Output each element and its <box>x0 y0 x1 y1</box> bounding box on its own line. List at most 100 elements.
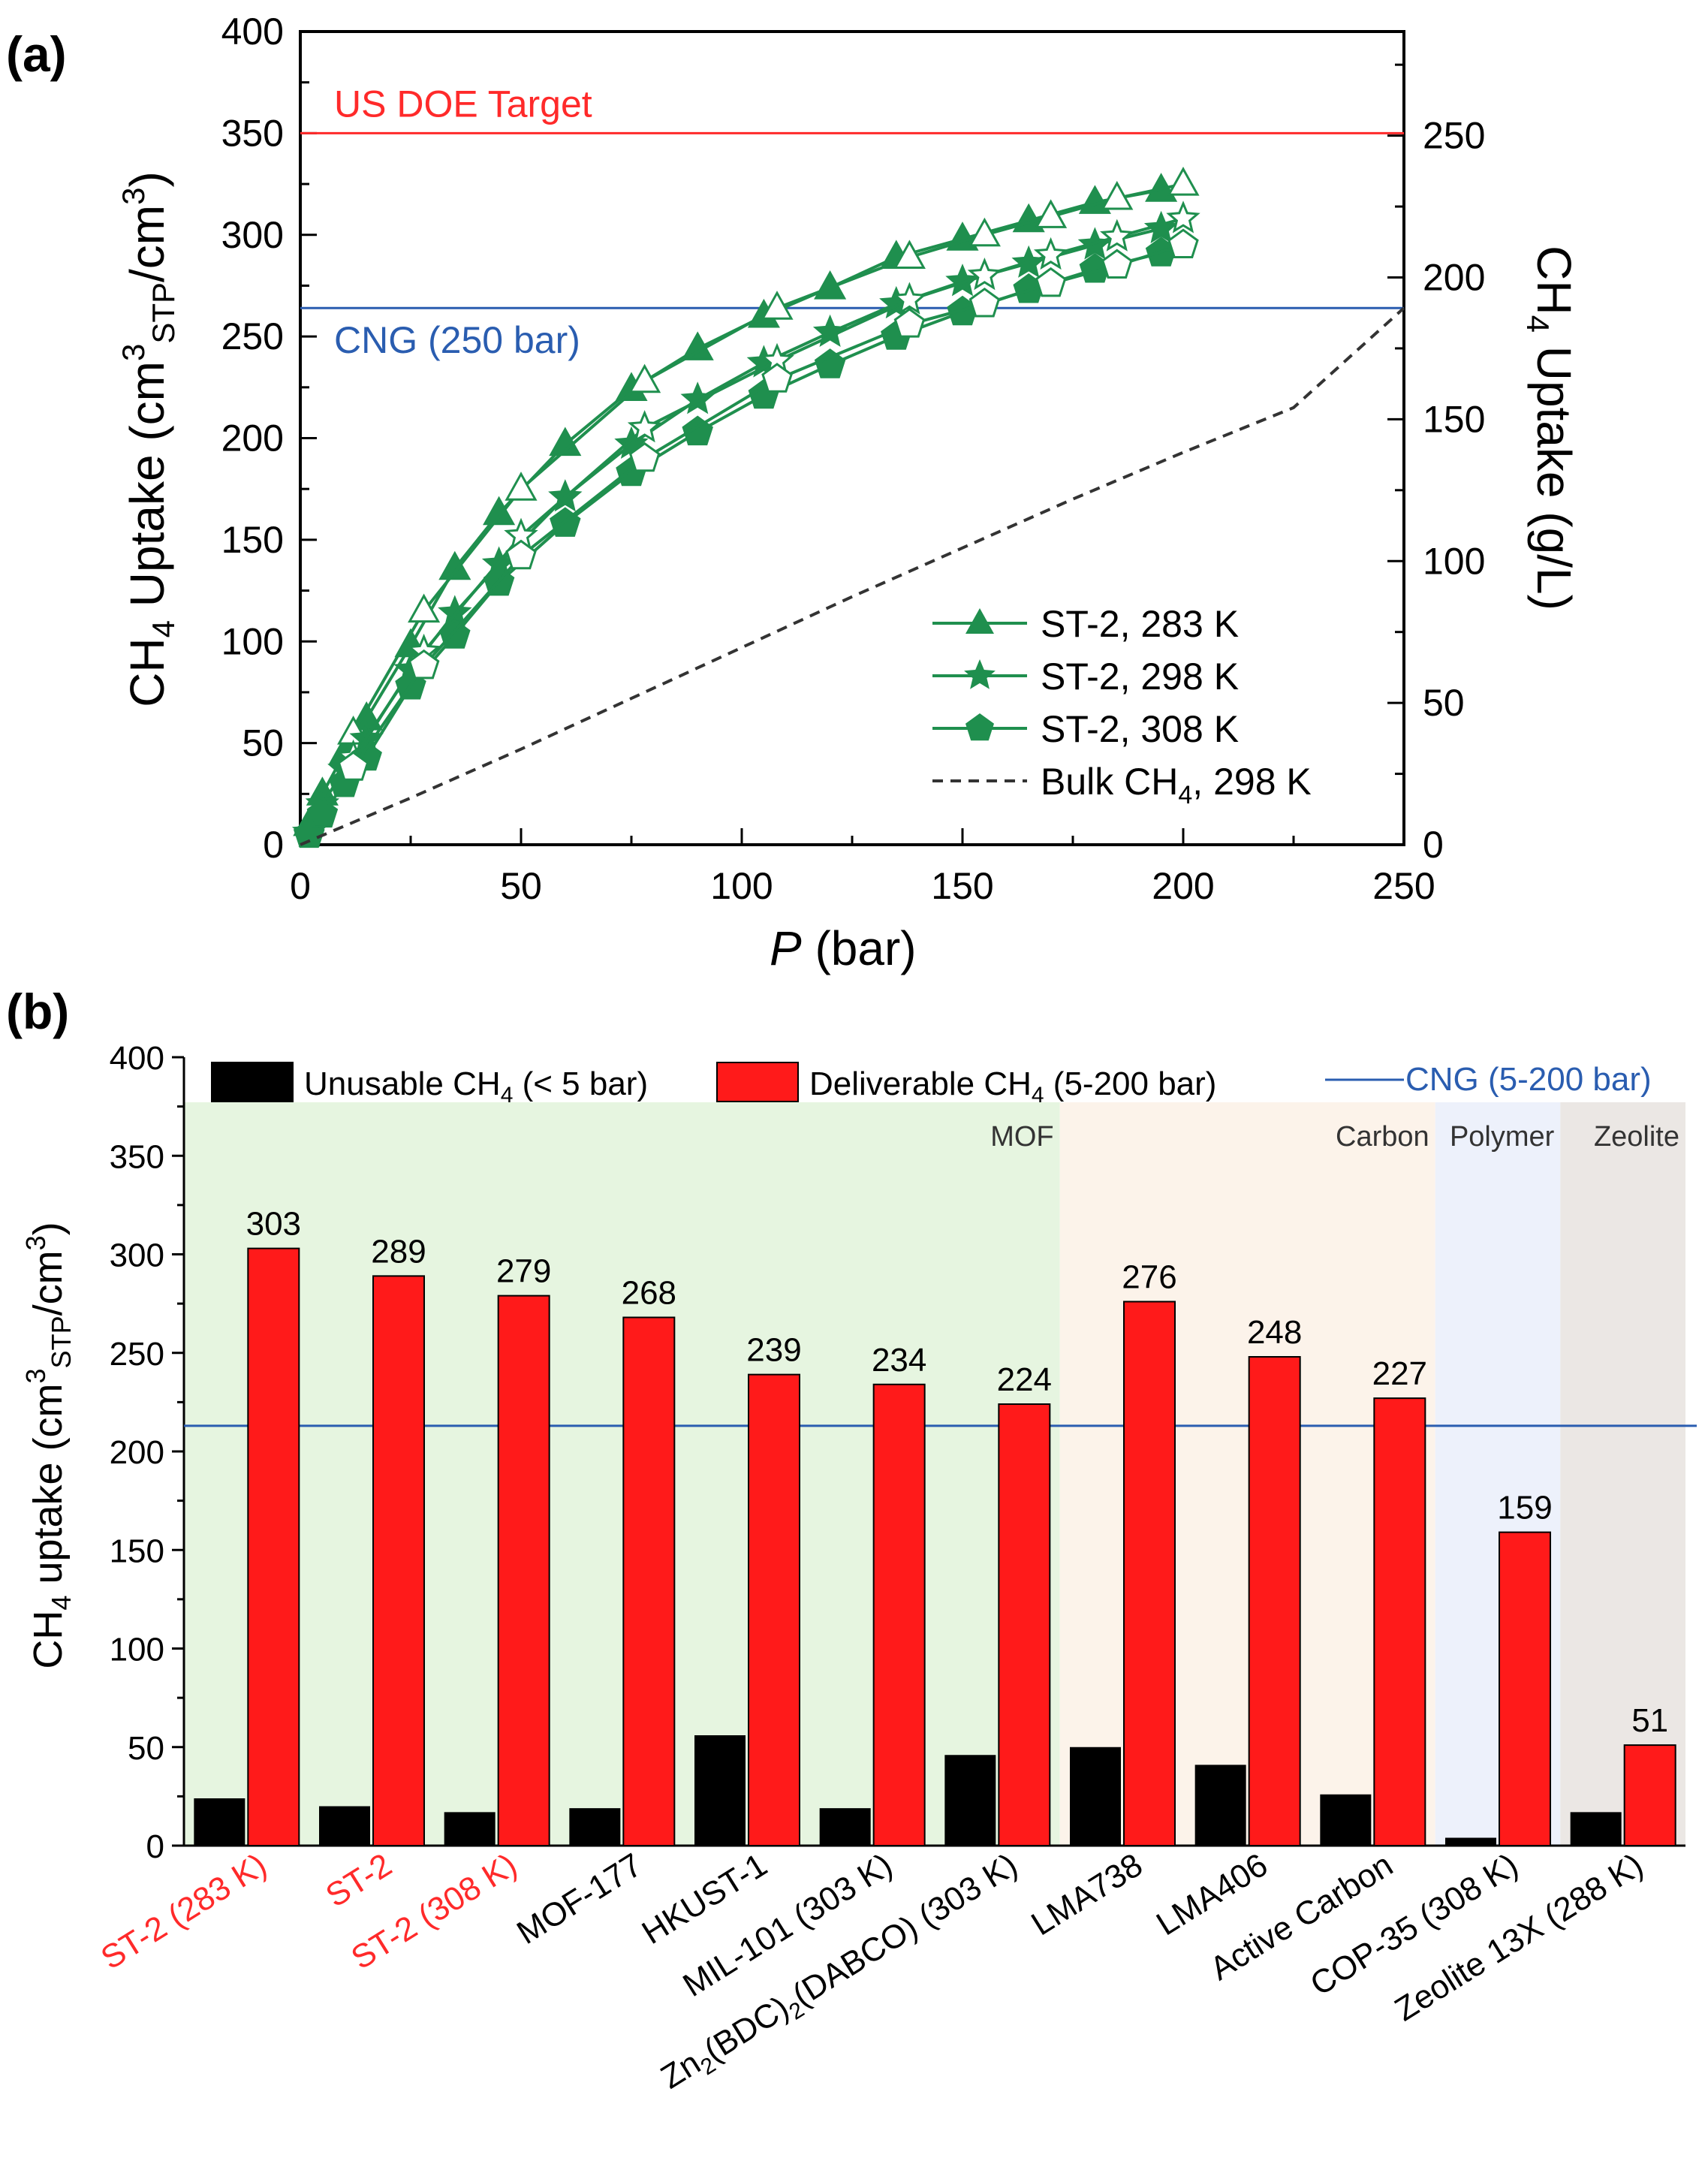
bar-deliverable <box>998 1403 1051 1846</box>
y2-tick-label: 0 <box>1423 824 1444 866</box>
panel-a-series <box>291 167 1405 848</box>
panel-b-y-axis-title: CH4 uptake (cm3STP/cm3) <box>20 1222 77 1668</box>
y-tick-label: 200 <box>110 1434 164 1471</box>
panel-a-right-axis-ticks: 0 50 100 150 200 250 <box>1387 63 1485 866</box>
legend-label-deliverable: Deliverable CH4 (5-200 bar) <box>809 1065 1216 1108</box>
y-tick-label: 200 <box>221 417 284 460</box>
panel-a-label: (a) <box>6 26 67 82</box>
x-tick-label: 200 <box>1152 865 1214 907</box>
panel-b-label: (b) <box>6 984 69 1039</box>
bar-unusable <box>1445 1837 1496 1846</box>
bar-value-label: 234 <box>872 1342 926 1379</box>
bar-value-label: 227 <box>1372 1355 1427 1392</box>
series-1-desorption-point <box>627 410 662 443</box>
y2-tick-label: 150 <box>1423 398 1485 440</box>
bar-value-label: 289 <box>371 1233 426 1270</box>
y-tick-label: 300 <box>110 1237 164 1274</box>
series-1-adsorption-point <box>945 264 980 297</box>
bar-unusable <box>1320 1794 1372 1846</box>
bar-value-label: 276 <box>1122 1259 1176 1296</box>
y-tick-label: 100 <box>110 1632 164 1668</box>
y-tick-label: 100 <box>221 620 284 662</box>
legend-label-unusable: Unusable CH4 (< 5 bar) <box>304 1065 648 1108</box>
bar-unusable <box>1070 1747 1121 1846</box>
triangle-marker-icon <box>965 608 994 634</box>
region-carbon <box>1059 1102 1435 1846</box>
y-tick-label: 50 <box>242 722 284 764</box>
y-tick-label: 250 <box>221 315 284 357</box>
bar-value-label: 224 <box>997 1361 1052 1398</box>
y-tick-label: 400 <box>110 1040 164 1077</box>
bar-deliverable <box>372 1275 425 1846</box>
series-1-desorption-point <box>1166 200 1200 234</box>
x-tick-label: 250 <box>1372 865 1435 907</box>
x-tick-label: 100 <box>710 865 773 907</box>
series-0-desorption-point <box>968 217 1001 247</box>
panel-b-category-labels: ST-2 (283 K) ST-2ST-2 (308 K)MOF-177HKUST… <box>95 1846 1649 2096</box>
series-2-desorption-point <box>408 649 440 680</box>
bar-value-label: 248 <box>1247 1314 1302 1351</box>
series-2-adsorption-point <box>306 797 339 828</box>
bar-deliverable <box>1248 1356 1301 1846</box>
region-label: Polymer <box>1450 1121 1555 1153</box>
y-tick-label: 150 <box>221 519 284 561</box>
bar-unusable <box>444 1812 496 1846</box>
series-0-desorption-line <box>351 182 1184 734</box>
category-label: MOF-177 <box>511 1846 649 1952</box>
series-1-adsorption-point <box>812 314 848 348</box>
bar-unusable <box>569 1808 621 1846</box>
x-tick-label: 150 <box>931 865 993 907</box>
bar-deliverable <box>872 1383 926 1846</box>
bulk-ch4-curve <box>300 306 1405 846</box>
series-2-adsorption-point <box>814 348 846 378</box>
panel-a-y-axis-title: CH4 Uptake (cm3STP/cm3) <box>116 171 181 707</box>
bar-deliverable <box>1623 1744 1676 1846</box>
bar-deliverable <box>1123 1301 1176 1846</box>
region-label: Zeolite <box>1594 1121 1679 1153</box>
bar-deliverable <box>247 1247 300 1846</box>
y-tick-label: 350 <box>221 112 284 154</box>
panel-a-legend: ST-2, 283 K ST-2, 298 K ST-2, 308 K Bulk… <box>932 603 1312 809</box>
bar-deliverable <box>748 1373 800 1846</box>
legend-label-bulk: Bulk CH4, 298 K <box>1041 761 1312 809</box>
legend-label-cng: CNG (5-200 bar) <box>1405 1061 1652 1098</box>
cng-250-bar-label: CNG (250 bar) <box>334 319 580 361</box>
series-0-adsorption-point <box>438 550 471 580</box>
series-1-adsorption-point <box>1143 210 1179 243</box>
category-label: LMA738 <box>1025 1846 1149 1942</box>
region-zeolite <box>1560 1102 1685 1846</box>
x-tick-label: 0 <box>290 865 311 907</box>
y-tick-label: 250 <box>110 1336 164 1373</box>
region-mof <box>184 1102 1060 1846</box>
y-tick-label: 50 <box>128 1730 164 1767</box>
y-tick-label: 150 <box>110 1533 164 1569</box>
legend-swatch-unusable <box>211 1062 294 1102</box>
y2-tick-label: 100 <box>1423 540 1485 582</box>
bar-unusable <box>194 1798 246 1846</box>
y-tick-label: 300 <box>221 214 284 256</box>
y-tick-label: 0 <box>146 1828 164 1865</box>
series-2-desorption-point <box>1101 249 1133 279</box>
bar-value-label: 279 <box>496 1253 551 1290</box>
series-0-desorption-point <box>761 291 794 320</box>
pentagon-marker-icon <box>965 713 994 741</box>
series-1-desorption-point <box>967 258 1002 291</box>
bar-unusable <box>819 1808 871 1846</box>
series-2-desorption-point <box>505 539 537 570</box>
panel-a-left-axis-ticks: 0 50 100 150 200 250 300 350 400 <box>221 11 317 866</box>
series-0-desorption-point <box>408 593 441 623</box>
region-label: MOF <box>990 1121 1053 1153</box>
y2-tick-label: 50 <box>1423 682 1465 724</box>
bar-deliverable <box>1499 1531 1551 1846</box>
bar-deliverable <box>622 1316 676 1846</box>
bar-value-label: 303 <box>246 1206 301 1243</box>
bar-value-label: 159 <box>1497 1490 1552 1527</box>
us-doe-target-label: US DOE Target <box>334 83 592 125</box>
bar-unusable <box>319 1806 370 1846</box>
bar-value-label: 239 <box>746 1332 801 1369</box>
panel-b-y-axis-ticks: 0 50 100 150 200 250 300 350 400 <box>110 1040 184 1865</box>
panel-a-x-axis-ticks: 0 50 100 150 200 250 <box>290 828 1435 907</box>
legend-label-298k: ST-2, 298 K <box>1041 656 1239 698</box>
category-label: ST-2 (283 K) <box>95 1846 273 1977</box>
